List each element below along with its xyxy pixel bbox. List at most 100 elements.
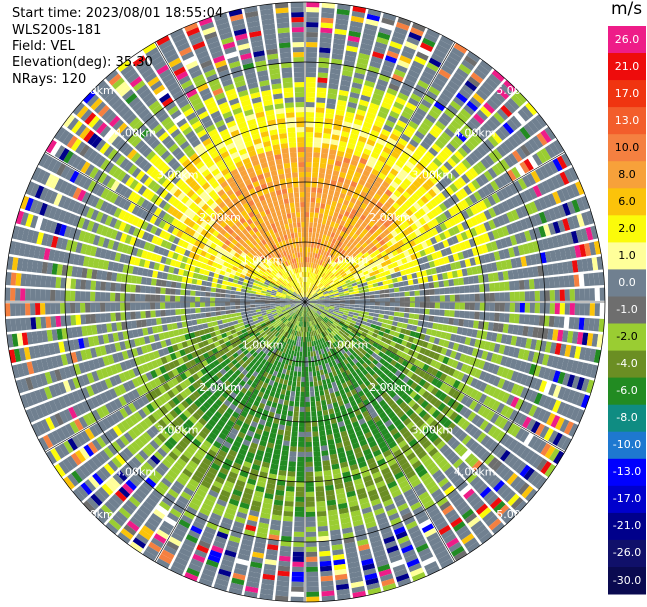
gate-cell (348, 274, 354, 280)
gate-cell (125, 479, 137, 491)
gate-cell (360, 349, 367, 356)
gate-cell (157, 419, 167, 429)
gate-cell (347, 284, 353, 288)
gate-cell (339, 255, 345, 261)
gate-cell (269, 432, 277, 439)
gate-cell (198, 430, 208, 440)
gate-cell (267, 395, 274, 402)
gate-cell (378, 172, 387, 181)
gate-cell (305, 431, 312, 437)
gate-cell (367, 349, 374, 356)
gate-cell (340, 318, 347, 323)
gate-cell (364, 181, 372, 190)
gate-cell (316, 192, 322, 199)
gate-cell (339, 404, 346, 412)
gate-cell (305, 297, 307, 302)
gate-cell (316, 405, 322, 412)
gate-cell (151, 489, 164, 500)
gate-cell (452, 215, 461, 225)
gate-cell (247, 514, 259, 522)
gate-cell (329, 453, 338, 460)
gate-cell (279, 378, 284, 385)
gate-cell (432, 469, 443, 480)
gate-cell (264, 492, 274, 500)
gate-cell (290, 591, 304, 597)
gate-cell (357, 261, 364, 267)
gate-cell (306, 306, 308, 312)
gate-cell (225, 351, 232, 358)
gate-cell (439, 212, 448, 222)
gate-cell (305, 421, 311, 427)
gate-cell (114, 490, 127, 502)
gate-cell (362, 427, 371, 435)
gate-cell (576, 259, 584, 273)
gate-cell (394, 362, 402, 370)
gate-cell (334, 327, 340, 332)
gate-cell (455, 403, 464, 414)
gate-cell (128, 495, 141, 508)
gate-cell (482, 197, 492, 209)
gate-cell (353, 264, 360, 270)
gate-cell (428, 447, 439, 457)
gate-cell (357, 346, 364, 352)
gate-cell (260, 331, 267, 337)
gate-cell (529, 377, 538, 389)
gate-cell (314, 386, 319, 392)
gate-cell (515, 257, 523, 268)
gate-cell (235, 339, 242, 346)
gate-cell (554, 249, 562, 262)
gate-cell (332, 227, 338, 234)
gate-cell (298, 310, 301, 316)
gate-cell (400, 244, 408, 252)
gate-cell (305, 491, 315, 497)
gate-cell (356, 413, 364, 421)
gate-cell (113, 386, 122, 397)
gate-cell (325, 113, 334, 120)
gate-cell (469, 389, 479, 399)
gate-cell (271, 364, 277, 371)
gate-cell (151, 411, 161, 421)
gate-cell (328, 333, 334, 339)
gate-cell (371, 320, 378, 325)
gate-cell (356, 109, 366, 117)
gate-cell (399, 168, 409, 178)
gate-cell (321, 326, 326, 332)
gate-cell (528, 187, 538, 200)
gate-cell (305, 451, 313, 457)
gate-cell (483, 170, 494, 182)
gate-cell (240, 443, 249, 452)
gate-cell (359, 299, 365, 302)
gate-cell (337, 384, 344, 391)
gate-cell (408, 285, 415, 291)
gate-cell (397, 206, 405, 215)
gate-cell (418, 185, 428, 195)
gate-cell (340, 328, 346, 334)
gate-cell (403, 466, 414, 475)
gate-cell (492, 229, 500, 240)
gate-cell (211, 402, 220, 411)
gate-cell (511, 166, 521, 179)
gate-cell (362, 33, 376, 41)
gate-cell (527, 120, 539, 134)
gate-cell (278, 424, 285, 431)
gate-cell (345, 344, 351, 351)
gate-cell (327, 289, 333, 293)
gate-cell (323, 293, 329, 296)
gate-cell (282, 342, 287, 348)
gate-cell (150, 513, 163, 524)
gate-cell (453, 521, 466, 532)
gate-cell (327, 311, 333, 315)
gate-cell (380, 261, 388, 268)
gate-cell (439, 382, 448, 392)
ray (305, 2, 336, 302)
gate-cell (314, 313, 319, 318)
gate-cell (520, 256, 528, 267)
gate-cell (311, 421, 318, 427)
gate-cell (315, 318, 319, 324)
gate-cell (334, 294, 340, 298)
gate-cell (301, 361, 305, 367)
gate-cell (305, 97, 315, 103)
gate-cell (432, 322, 439, 330)
gate-cell (496, 227, 505, 238)
gate-cell (191, 425, 201, 434)
